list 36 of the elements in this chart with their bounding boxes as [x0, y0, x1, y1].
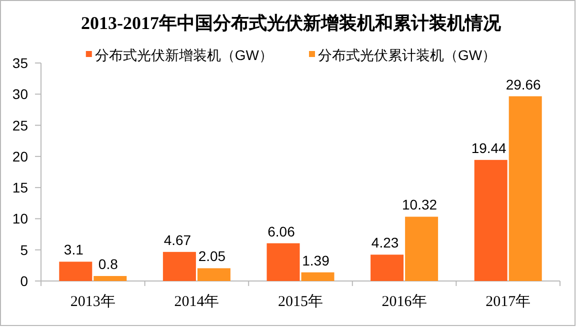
data-label: 6.06	[268, 223, 296, 240]
y-tick-label: 5	[20, 242, 28, 258]
x-tick-label: 2014年	[174, 293, 220, 310]
x-tick-label: 2015年	[278, 293, 323, 310]
bar	[59, 262, 92, 281]
y-tick-label: 35	[12, 55, 28, 71]
legend-label: 分布式光伏累计装机（GW）	[318, 47, 496, 63]
x-tick-label: 2013年	[70, 293, 116, 310]
chart-title: 2013-2017年中国分布式光伏新增装机和累计装机情况	[81, 13, 502, 33]
y-tick-label: 0	[20, 273, 28, 289]
data-label: 29.66	[506, 76, 542, 92]
data-label: 0.8	[98, 256, 118, 272]
data-label: 19.44	[471, 140, 507, 156]
bar	[162, 252, 196, 281]
bar	[197, 268, 230, 281]
legend-label: 分布式光伏新增装机（GW）	[94, 47, 273, 63]
data-label: 1.39	[302, 252, 330, 268]
x-tick-label: 2016年	[382, 293, 427, 310]
bar	[266, 243, 300, 281]
data-label: 10.32	[402, 196, 438, 213]
y-tick-label: 10	[12, 210, 28, 227]
data-label: 3.1	[64, 242, 84, 258]
data-label: 2.05	[198, 248, 226, 264]
bar	[94, 276, 127, 281]
bar	[301, 272, 334, 281]
y-tick-label: 15	[12, 180, 28, 196]
bar	[474, 160, 508, 281]
y-tick-label: 30	[12, 86, 28, 102]
y-tick-label: 20	[12, 148, 28, 164]
bar	[370, 254, 404, 281]
y-tick-label: 25	[12, 117, 28, 134]
bar	[508, 96, 542, 281]
data-label: 4.67	[164, 232, 192, 248]
data-label: 4.23	[371, 234, 399, 251]
x-tick-label: 2017年	[486, 293, 531, 310]
bar	[405, 216, 438, 281]
